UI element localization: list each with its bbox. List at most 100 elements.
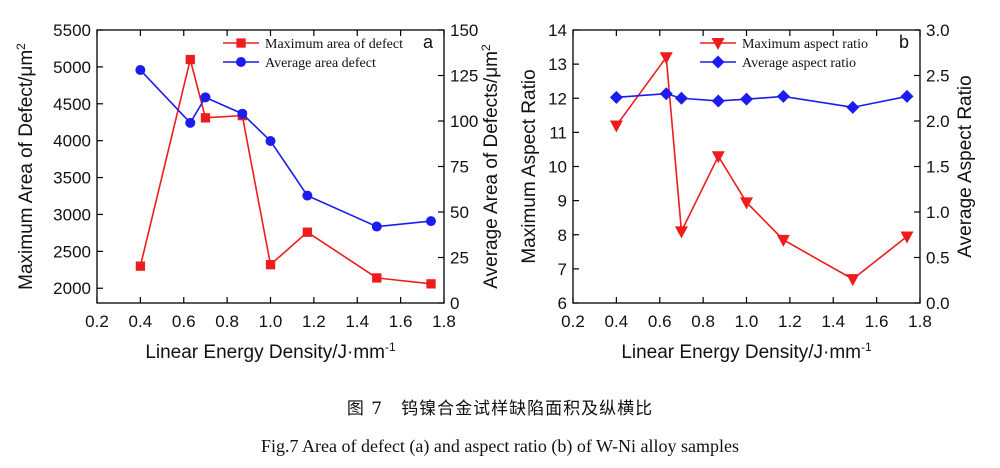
legend-label: Average area defect [265, 56, 376, 71]
data-point-max [426, 279, 436, 289]
y-tick-label: 5000 [53, 58, 91, 77]
legend-marker [711, 55, 725, 69]
data-point-max [200, 113, 211, 123]
panel-label: b [899, 32, 909, 52]
data-point-max [674, 226, 688, 239]
y-tick-label: 4000 [53, 132, 91, 151]
series-line-max [139, 59, 432, 285]
x-tick-label: 1.8 [908, 312, 932, 331]
x-axis-title: Linear Energy Density/J·mm-1 [621, 340, 872, 363]
data-point-max [265, 260, 276, 270]
y2-tick-label: 0.0 [926, 294, 950, 313]
y2-tick-label: 75 [450, 158, 469, 177]
x-tick-label: 0.6 [172, 312, 196, 331]
data-point-avg [846, 100, 860, 114]
data-point-max [609, 120, 623, 133]
y-tick-label: 6 [558, 294, 567, 313]
legend-marker [236, 38, 246, 48]
legend-label: Maximum area of defect [265, 37, 403, 52]
y-axis-title-superscript: 2 [14, 43, 28, 50]
series-line-avg [139, 69, 432, 228]
y-axis-title: Maximum Aspect Ratio [519, 69, 540, 263]
y2-tick-label: 100 [450, 112, 478, 131]
data-point-avg [425, 216, 436, 227]
data-point-max [659, 52, 673, 65]
data-point-avg [135, 65, 146, 76]
x-axis-title: Linear Energy Density/J·mm-1 [145, 340, 396, 363]
x-tick-label: 1.6 [389, 312, 413, 331]
data-point-avg [711, 94, 725, 108]
y2-tick-label: 50 [450, 203, 469, 222]
y-tick-label: 14 [548, 21, 567, 40]
y2-tick-label: 1.0 [926, 203, 950, 222]
y2-tick-label: 125 [450, 67, 478, 86]
y2-tick-label: 150 [450, 21, 478, 40]
y-tick-label: 2500 [53, 242, 91, 261]
legend-marker [711, 38, 725, 50]
data-point-avg [674, 91, 688, 105]
data-point-avg [302, 190, 313, 201]
series-line-max [615, 55, 908, 281]
y-tick-label: 12 [548, 89, 567, 108]
figure-caption-english: Fig.7 Area of defect (a) and aspect rati… [260, 436, 739, 456]
data-point-avg [900, 89, 914, 103]
data-point-avg [371, 221, 382, 232]
x-tick-label: 0.6 [648, 312, 672, 331]
data-point-avg [740, 92, 753, 106]
y-axis-title-main: Maximum Aspect Ratio [519, 69, 540, 263]
data-point-max [846, 274, 860, 287]
data-point-max [302, 227, 313, 237]
x-axis-title-superscript: -1 [861, 340, 872, 354]
y2-tick-label: 0 [450, 294, 459, 313]
x-tick-label: 1.6 [865, 312, 889, 331]
y2-axis-title: Average Aspect Ratio [955, 75, 976, 257]
legend-label: Maximum aspect ratio [742, 37, 868, 52]
y2-tick-label: 1.5 [926, 158, 950, 177]
data-point-max [711, 151, 725, 164]
x-tick-label: 1.2 [302, 312, 326, 331]
x-axis-title-main: Linear Energy Density/J·mm [145, 342, 385, 363]
data-point-avg [237, 108, 248, 119]
data-point-avg [185, 117, 196, 128]
y-tick-label: 11 [549, 123, 567, 142]
y-axis-title-main: Maximum Area of Defect/μm [16, 50, 37, 290]
y2-tick-label: 0.5 [926, 249, 950, 268]
data-point-max [900, 231, 914, 244]
y2-tick-label: 2.5 [926, 67, 950, 86]
x-tick-label: 1.4 [821, 312, 845, 331]
y-tick-label: 5500 [53, 21, 91, 40]
figure-canvas: 0.2 0.4 0.6 0.8 1.0 1.2 1.4 1.6 1.82000250030003… [14, 21, 976, 363]
data-point-max [185, 54, 195, 65]
x-axis-title-superscript: -1 [385, 340, 396, 354]
y-tick-label: 9 [558, 192, 567, 211]
x-tick-label: 1.4 [345, 312, 369, 331]
y2-tick-label: 2.0 [926, 112, 950, 131]
y-tick-label: 2000 [53, 279, 91, 298]
x-tick-label: 0.4 [129, 312, 153, 331]
y-tick-label: 10 [548, 158, 567, 177]
panel-label: a [423, 32, 434, 52]
data-point-max [135, 261, 146, 271]
data-point-max [740, 197, 753, 210]
legend-label: Average aspect ratio [742, 56, 856, 71]
chart-panel-a: 0.2 0.4 0.6 0.8 1.0 1.2 1.4 1.6 1.82000250030003… [14, 21, 502, 363]
y2-axis-title: Average Area of Defects/μm2 [479, 44, 502, 289]
y2-axis-title-superscript: 2 [479, 44, 493, 51]
y-tick-label: 13 [548, 55, 567, 74]
x-tick-label: 1.8 [432, 312, 456, 331]
data-point-avg [200, 92, 211, 103]
x-tick-label: 1.0 [735, 312, 759, 331]
y-axis-title: Maximum Area of Defect/μm2 [14, 43, 37, 290]
data-point-avg [776, 89, 790, 103]
y-tick-label: 8 [558, 226, 567, 245]
series-line-avg [616, 92, 908, 109]
figure-caption-chinese: 图 7 钨镍合金试样缺陷面积及纵横比 [346, 399, 654, 419]
x-tick-label: 0.4 [605, 312, 629, 331]
x-tick-label: 1.0 [259, 312, 283, 331]
data-point-avg [265, 136, 276, 147]
y2-axis-title-main: Average Aspect Ratio [955, 75, 976, 257]
chart-panel-b: 0.2 0.4 0.6 0.8 1.0 1.2 1.4 1.6 1.8 6 7 8 9 10 11 12 13 1… [519, 21, 976, 363]
x-tick-label: 1.2 [778, 312, 802, 331]
y-tick-label: 3500 [53, 169, 91, 188]
y2-tick-label: 3.0 [926, 21, 950, 40]
